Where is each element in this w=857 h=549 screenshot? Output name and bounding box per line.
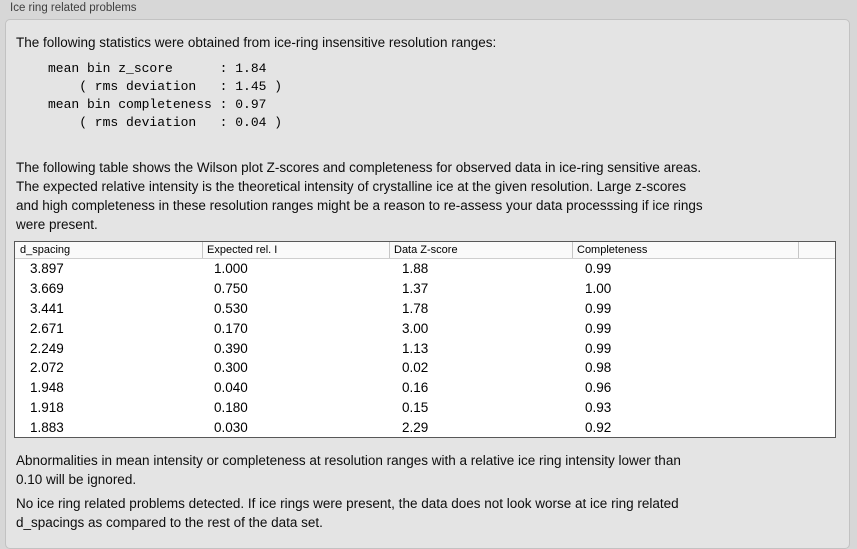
table-cell: 2.249 — [30, 340, 64, 356]
table-row[interactable]: 2.249 0.390 1.13 0.99 — [15, 338, 835, 358]
column-header[interactable]: Completeness — [573, 242, 799, 258]
table-cell: 0.99 — [585, 261, 612, 277]
ice-ring-table: d_spacing Expected rel. I Data Z-score Comp… — [14, 241, 836, 439]
table-cell: 3.441 — [30, 300, 64, 316]
table-cell: 2.671 — [30, 320, 64, 336]
table-cell: 1.918 — [30, 399, 64, 415]
table-cell: 3.669 — [30, 281, 64, 297]
table-row[interactable]: 1.883 0.030 2.29 0.92 — [15, 417, 835, 437]
table-cell: 0.040 — [214, 380, 248, 396]
table-cell: 0.93 — [585, 399, 612, 415]
table-cell: 3.897 — [30, 261, 64, 277]
table-cell: 0.390 — [214, 340, 248, 356]
table-cell: 0.030 — [214, 419, 248, 435]
table-cell: 1.00 — [585, 281, 612, 297]
table-row[interactable]: 1.918 0.180 0.15 0.93 — [15, 398, 835, 418]
table-cell: 0.750 — [214, 281, 248, 297]
table-body: 3.897 1.000 1.88 0.99 3.669 0.750 1.37 1.00 3.44… — [15, 259, 835, 437]
table-cell: 0.16 — [402, 380, 429, 396]
table-cell: 0.96 — [585, 380, 612, 396]
table-cell: 1.88 — [402, 261, 429, 277]
table-row[interactable]: 1.948 0.040 0.16 0.96 — [15, 378, 835, 398]
column-header[interactable]: Expected rel. I — [203, 242, 390, 258]
intro-text: The following statistics were obtained f… — [16, 35, 497, 50]
table-cell: 0.98 — [585, 360, 612, 376]
table-cell: 3.00 — [402, 320, 429, 336]
table-cell: 0.180 — [214, 399, 248, 415]
table-cell: 0.15 — [402, 399, 429, 415]
table-cell: 1.883 — [30, 419, 64, 435]
panel-content: The following statistics were obtained f… — [6, 20, 849, 532]
column-header[interactable]: Data Z-score — [390, 242, 573, 258]
table-row[interactable]: 3.897 1.000 1.88 0.99 — [15, 259, 835, 279]
table-cell: 0.99 — [585, 320, 612, 336]
abnormalities-note: Abnormalities in mean intensity or compl… — [16, 453, 681, 488]
table-cell: 0.92 — [585, 419, 612, 435]
table-cell: 0.99 — [585, 340, 612, 356]
conclusion-text: No ice ring related problems detected. I… — [16, 496, 679, 531]
table-row[interactable]: 2.671 0.170 3.00 0.99 — [15, 318, 835, 338]
column-header-filler — [799, 242, 835, 258]
table-cell: 0.02 — [402, 360, 429, 376]
table-intro-text: The following table shows the Wilson plo… — [16, 160, 703, 232]
table-cell: 0.530 — [214, 300, 248, 316]
table-row[interactable]: 2.072 0.300 0.02 0.98 — [15, 358, 835, 378]
table-cell: 0.99 — [585, 300, 612, 316]
ice-ring-panel: The following statistics were obtained f… — [5, 19, 850, 549]
table-cell: 2.072 — [30, 360, 64, 376]
table-cell: 2.29 — [402, 419, 429, 435]
column-header[interactable]: d_spacing — [15, 242, 203, 258]
table-row[interactable]: 3.669 0.750 1.37 1.00 — [15, 279, 835, 299]
table-cell: 1.37 — [402, 281, 429, 297]
table-header-row: d_spacing Expected rel. I Data Z-score Comp… — [15, 242, 835, 259]
table-cell: 0.170 — [214, 320, 248, 336]
table-cell: 1.948 — [30, 380, 64, 396]
table-cell: 1.000 — [214, 261, 248, 277]
stats-block: mean bin z_score : 1.84 ( rms deviation … — [48, 61, 283, 130]
table-cell: 1.13 — [402, 340, 429, 356]
table-cell: 0.300 — [214, 360, 248, 376]
table-row[interactable]: 3.441 0.530 1.78 0.99 — [15, 299, 835, 319]
table-cell: 1.78 — [402, 300, 429, 316]
section-title: Ice ring related problems — [10, 2, 137, 14]
